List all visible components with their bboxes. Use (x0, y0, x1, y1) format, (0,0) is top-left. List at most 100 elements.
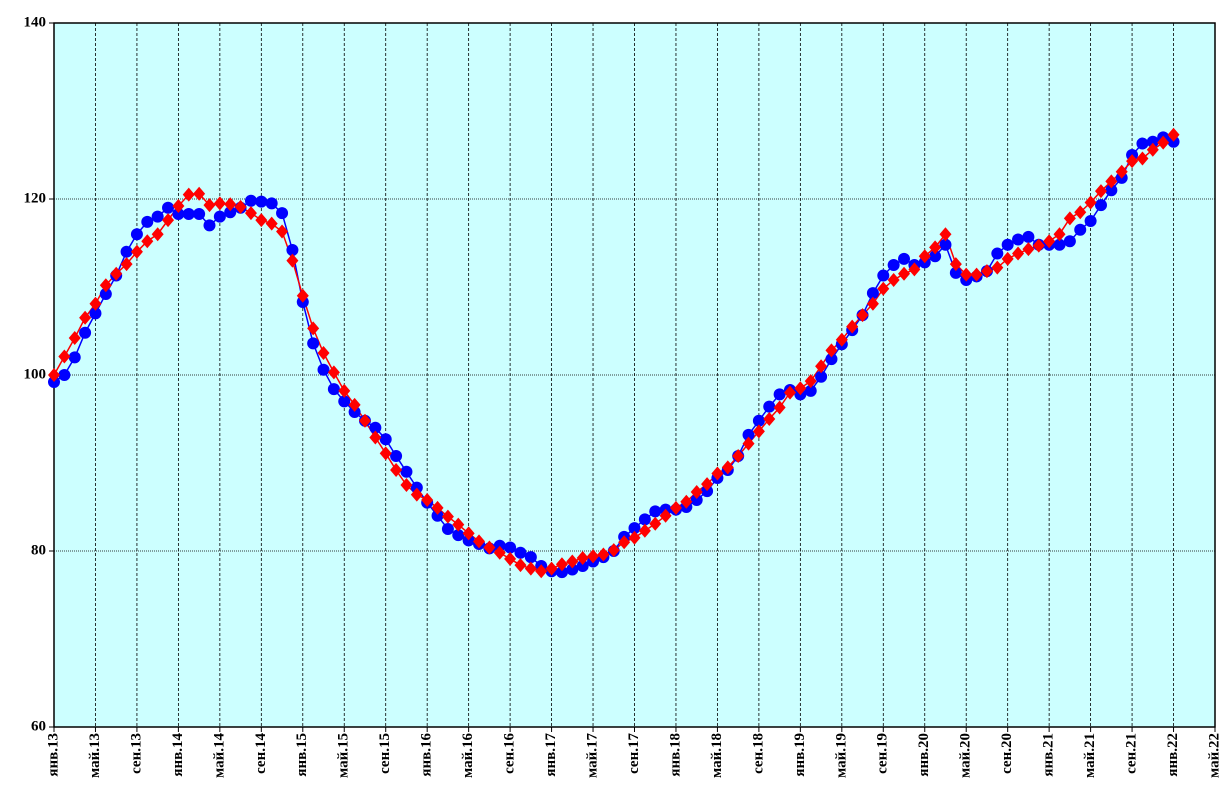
marker (701, 477, 714, 492)
marker (1012, 233, 1025, 246)
marker (638, 513, 651, 526)
marker (276, 224, 289, 239)
marker (752, 424, 765, 439)
marker (669, 500, 682, 515)
marker (203, 198, 216, 213)
marker (483, 540, 496, 555)
marker (348, 397, 361, 412)
marker (1063, 211, 1076, 226)
marker (1022, 242, 1035, 257)
marker (1126, 154, 1139, 169)
marker (576, 551, 589, 566)
marker (462, 534, 475, 547)
marker (887, 272, 900, 287)
marker (690, 485, 703, 500)
marker (1001, 251, 1014, 266)
marker (659, 508, 672, 523)
marker (172, 199, 185, 214)
marker (327, 365, 340, 380)
x-tick-label: янв.21 (1041, 733, 1057, 777)
marker (400, 465, 413, 478)
marker (680, 494, 693, 509)
marker (566, 563, 579, 576)
marker (255, 195, 268, 208)
marker (130, 244, 143, 259)
marker (390, 449, 403, 462)
marker (151, 227, 164, 242)
marker (866, 296, 879, 311)
x-tick-label: сен.15 (377, 733, 393, 774)
marker (970, 267, 983, 282)
marker (1084, 215, 1097, 227)
x-tick-label: май.18 (709, 733, 725, 778)
marker (452, 517, 465, 532)
marker (379, 433, 392, 446)
marker (79, 310, 92, 325)
x-tick-label: сен.19 (875, 733, 891, 774)
marker (410, 487, 423, 502)
y-tick-label: 80 (31, 542, 46, 558)
marker (804, 374, 817, 389)
marker (732, 448, 745, 463)
marker (172, 207, 185, 220)
marker (1136, 151, 1149, 166)
marker (804, 384, 817, 397)
x-tick-label: май.17 (584, 733, 600, 779)
marker (1043, 234, 1056, 249)
marker (400, 478, 413, 492)
y-tick-label: 60 (31, 718, 46, 734)
marker (1053, 238, 1066, 251)
marker (68, 331, 81, 346)
marker (1146, 135, 1159, 148)
y-tick-label: 100 (24, 366, 47, 382)
marker (410, 481, 423, 494)
marker (286, 244, 299, 257)
marker (846, 319, 859, 334)
x-tick-label: янв.18 (667, 733, 683, 777)
x-tick-label: май.20 (958, 733, 974, 778)
marker (224, 197, 237, 212)
marker (773, 388, 786, 401)
marker (48, 376, 60, 389)
marker (535, 564, 548, 579)
marker (452, 529, 465, 542)
marker (825, 353, 838, 366)
marker (949, 266, 962, 279)
marker (1105, 184, 1118, 197)
x-tick-label: сен.21 (1124, 733, 1140, 774)
marker (120, 245, 133, 258)
marker (960, 267, 973, 282)
marker (887, 259, 900, 271)
marker (58, 349, 71, 364)
marker (690, 493, 703, 506)
marker (949, 257, 962, 272)
marker (576, 559, 589, 572)
marker (48, 368, 60, 382)
marker (141, 215, 154, 228)
marker (856, 308, 869, 323)
marker (1157, 135, 1170, 150)
marker (1146, 142, 1159, 157)
marker (276, 207, 289, 220)
marker (939, 238, 952, 251)
marker (441, 509, 454, 524)
marker (110, 266, 123, 281)
marker (815, 359, 828, 374)
marker (742, 436, 755, 451)
marker (545, 561, 558, 576)
x-tick-label: сен.17 (626, 733, 642, 774)
marker (244, 206, 257, 221)
marker (317, 346, 330, 360)
marker (991, 260, 1004, 275)
marker (597, 547, 610, 562)
marker (1053, 227, 1066, 242)
marker (773, 400, 786, 415)
marker (514, 558, 527, 573)
marker (1115, 164, 1128, 179)
x-tick-label: янв.17 (543, 733, 559, 777)
marker (431, 509, 444, 522)
x-tick-label: сен.18 (750, 733, 766, 774)
marker (286, 253, 299, 268)
x-tick-label: янв.15 (294, 733, 310, 777)
marker (752, 414, 765, 427)
